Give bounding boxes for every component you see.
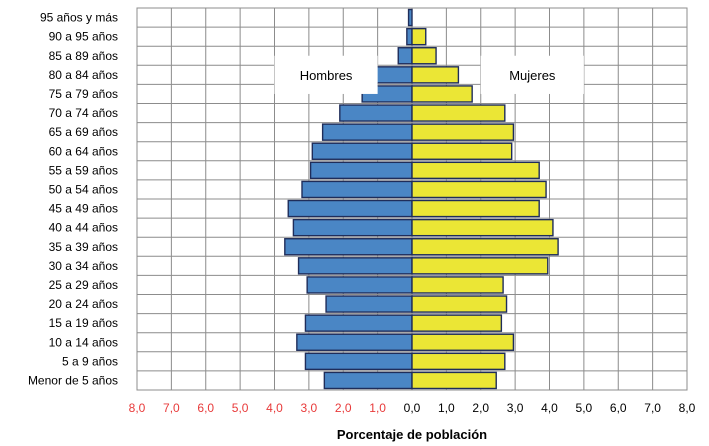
bar-hombres [325,295,413,313]
bar-hombres [301,180,413,199]
bar-hombres [397,47,413,65]
bar-mujeres [411,238,559,256]
bar-hombres [406,27,413,46]
chart-bars [284,8,559,390]
category-label: 20 a 24 años [49,297,118,311]
bar-mujeres [411,276,504,294]
x-tick-label: 3,0 [301,401,318,415]
bar-mujeres [411,66,460,84]
legend-label-hombres: Hombres [300,68,353,83]
x-tick-label: 0,0 [404,401,421,415]
bar-mujeres [411,180,547,199]
bar-hombres [321,123,413,141]
bar-hombres [296,333,413,351]
category-label: 80 a 84 años [49,68,118,82]
category-label: 40 a 44 años [49,221,118,235]
category-label: 90 a 95 años [49,30,118,44]
legend-label-mujeres: Mujeres [509,68,556,83]
bar-mujeres [411,47,437,65]
x-tick-label: 3,0 [507,401,524,415]
bar-mujeres [411,257,549,275]
bar-mujeres [411,27,427,46]
category-label: 55 a 59 años [49,163,118,177]
x-tick-label: 7,0 [163,401,180,415]
x-tick-label: 5,0 [576,401,593,415]
x-tick-label: 1,0 [369,401,386,415]
x-tick-label: 4,0 [541,401,558,415]
x-tick-label: 7,0 [644,401,661,415]
bar-mujeres [411,218,554,237]
bar-hombres [373,66,413,84]
chart-legend: Hombres Mujeres [274,55,584,94]
x-tick-label: 4,0 [266,401,283,415]
legend-box [274,55,378,94]
bar-mujeres [411,333,515,351]
category-label: 30 a 34 años [49,259,118,273]
bar-hombres [297,257,413,275]
x-tick-label: 6,0 [197,401,214,415]
category-label: 75 a 79 años [49,87,118,101]
category-label: 60 a 64 años [49,144,118,158]
category-label: 70 a 74 años [49,106,118,120]
category-label: 5 a 9 años [62,354,118,368]
category-label: 35 a 39 años [49,240,118,254]
x-axis-title: Porcentaje de población [337,427,487,442]
category-labels: 95 años y más 90 a 95 años 85 a 89 años 80 … [28,11,118,388]
bar-hombres [311,142,413,160]
bar-hombres [339,104,413,122]
x-tick-label: 2,0 [335,401,352,415]
bar-mujeres [411,314,503,332]
category-label: 10 a 14 años [49,335,118,349]
legend-box [480,55,584,94]
x-tick-label: 8,0 [129,401,146,415]
bar-mujeres [411,295,508,313]
x-tick-label: 2,0 [472,401,489,415]
bar-mujeres [411,123,515,141]
bar-hombres [304,314,413,332]
bar-mujeres [411,161,540,180]
category-label: 50 a 54 años [49,182,118,196]
bar-mujeres [411,371,497,390]
bar-mujeres [411,104,506,122]
category-label: 25 a 29 años [49,278,118,292]
category-label: 95 años y más [40,11,118,25]
chart-grid [136,7,688,391]
bar-hombres [284,238,413,256]
category-label: 45 a 49 años [49,202,118,216]
x-tick-label: 6,0 [610,401,627,415]
category-label: 85 a 89 años [49,49,118,63]
x-tick-label: 5,0 [232,401,249,415]
bar-hombres [306,276,413,294]
x-tick-label: 8,0 [679,401,696,415]
bar-mujeres [411,142,513,160]
category-label: 15 a 19 años [49,316,118,330]
bar-hombres [323,371,413,390]
bar-mujeres [411,85,473,103]
bar-mujeres [411,199,540,218]
x-axis-tick-labels: 8,0 7,0 6,0 5,0 4,0 3,0 2,0 1,0 0,0 1,0 2,0 3,0 4,0 5… [129,401,696,415]
category-label: Menor de 5 años [28,373,118,387]
bar-mujeres [411,352,506,371]
bar-hombres [287,199,413,218]
category-label: 65 a 69 años [49,125,118,139]
bar-hombres [407,8,413,27]
x-tick-label: 1,0 [438,401,455,415]
bar-hombres [309,161,413,180]
bar-hombres [304,352,413,371]
bar-hombres [292,218,413,237]
